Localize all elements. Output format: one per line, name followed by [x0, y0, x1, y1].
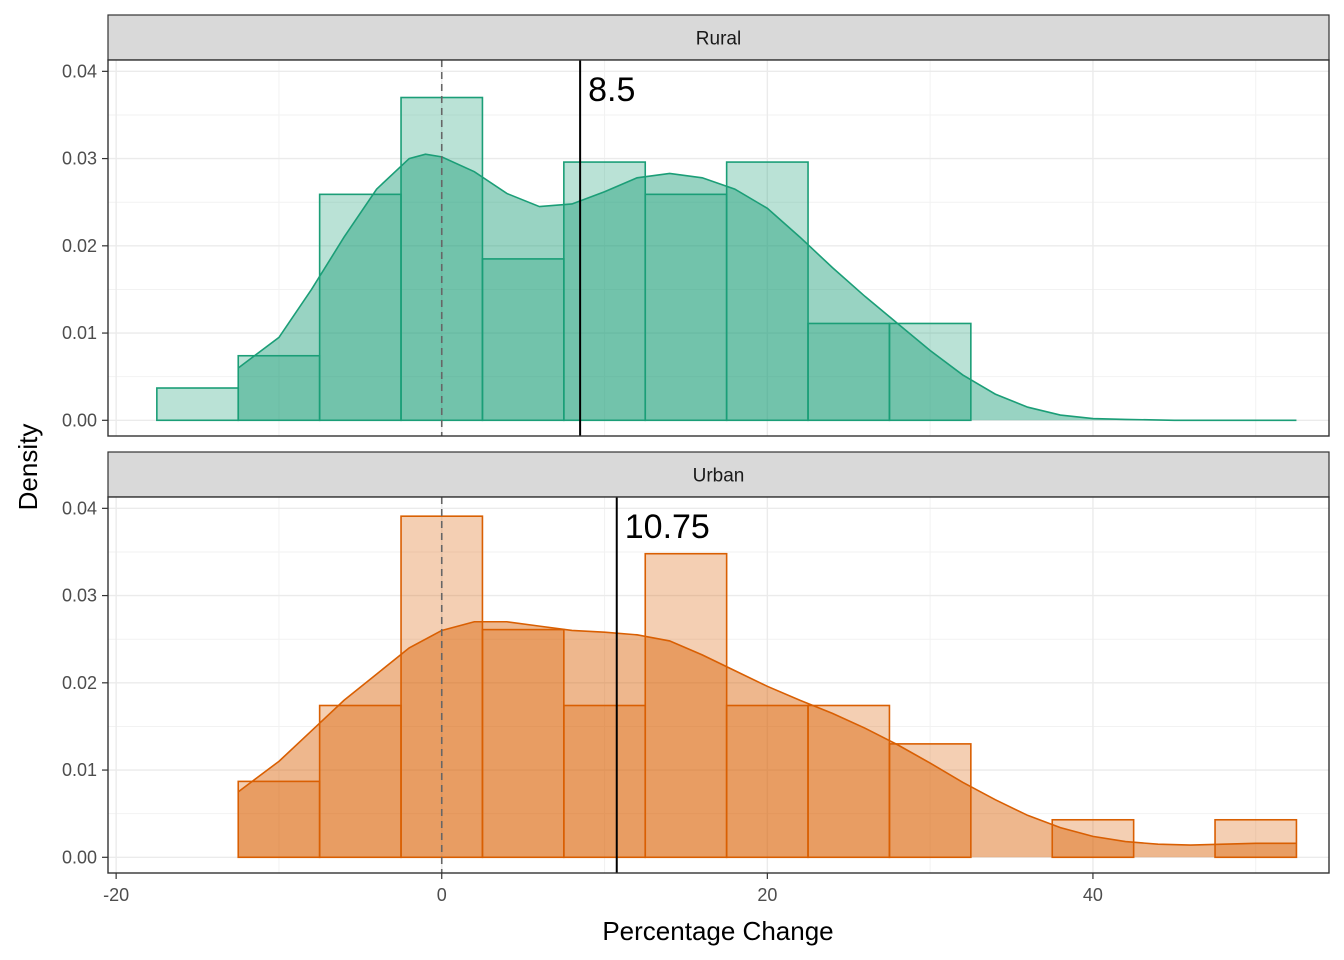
histogram-bar [807, 322, 891, 422]
y-tick-label: 0.01 [62, 323, 97, 343]
panel-background [108, 60, 1329, 436]
facet-strip [107, 14, 1330, 61]
histogram-bar [888, 322, 972, 422]
facet-strip [107, 451, 1330, 498]
y-axis: 0.00 0.01 0.02 0.03 0.04 [62, 61, 108, 430]
density-curve [237, 153, 1297, 422]
y-tick-label: 0.02 [62, 236, 97, 256]
x-axis-title: Percentage Change [602, 916, 833, 946]
facet-strip-label: Urban [693, 466, 745, 487]
panel-border [107, 496, 1330, 874]
mean-label: 10.75 [625, 508, 710, 546]
histogram-bar [725, 161, 809, 422]
y-axis: 0.00 0.01 0.02 0.03 0.04 [62, 498, 108, 867]
histogram-bar [481, 258, 565, 422]
x-tick-label: 20 [757, 885, 777, 905]
histogram-bar [1051, 818, 1135, 859]
y-tick-label: 0.04 [62, 61, 97, 81]
x-tick-label: -20 [103, 885, 129, 905]
histogram-bar [563, 704, 647, 859]
y-axis-title: Density [13, 424, 43, 511]
density-area [238, 154, 1297, 421]
density-area [238, 621, 1297, 858]
panel-background [108, 497, 1329, 873]
panel-rural: Rural 8.5 0.00 0.01 0.02 0.03 0.04 [62, 14, 1330, 437]
histogram-bar [481, 628, 565, 859]
panel-border [107, 59, 1330, 437]
x-tick-label: 0 [437, 885, 447, 905]
y-tick-label: 0.02 [62, 673, 97, 693]
histogram-bar [1214, 818, 1298, 859]
y-tick-label: 0.01 [62, 760, 97, 780]
histogram-bar [237, 780, 321, 859]
y-tick-label: 0.03 [62, 149, 97, 169]
y-tick-label: 0.03 [62, 586, 97, 606]
density-curve [237, 620, 1297, 846]
histogram-bar [644, 552, 728, 859]
mean-label: 8.5 [588, 71, 635, 109]
histogram-bar [318, 704, 402, 859]
x-tick-label: 40 [1083, 885, 1103, 905]
histogram-bar [237, 354, 321, 422]
panel-urban: Urban 10.75 0.00 0.01 0.02 0.03 0.04 [62, 451, 1330, 874]
y-tick-label: 0.00 [62, 410, 97, 430]
x-axis: -20 0 20 40 [103, 873, 1103, 905]
facet-strip-label: Rural [696, 29, 741, 50]
histogram-bar [644, 193, 728, 422]
histogram-bar [156, 387, 240, 422]
histogram-bar [807, 704, 891, 859]
y-tick-label: 0.00 [62, 847, 97, 867]
y-tick-label: 0.04 [62, 498, 97, 518]
